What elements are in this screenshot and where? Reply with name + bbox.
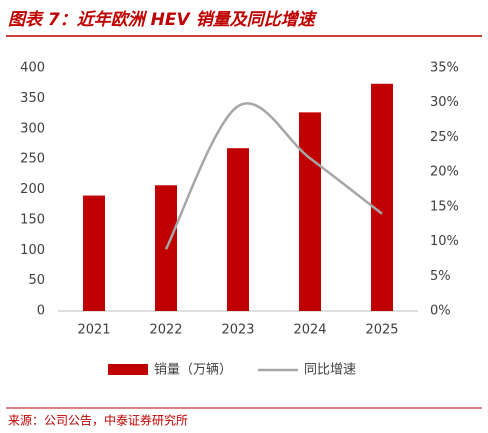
y2-tick-label: 10% bbox=[430, 234, 459, 249]
y-tick-label: 100 bbox=[20, 243, 45, 258]
y2-tick-label: 20% bbox=[430, 165, 459, 180]
source: 来源：公司公告，中泰证券研究所 bbox=[8, 413, 188, 428]
y-tick-label: 400 bbox=[20, 61, 45, 76]
bar bbox=[83, 195, 105, 311]
y2-tick-label: 15% bbox=[430, 199, 459, 214]
bar bbox=[227, 148, 249, 311]
y-tick-label: 150 bbox=[20, 212, 45, 227]
y2-tick-label: 25% bbox=[430, 130, 459, 145]
x-tick-label: 2024 bbox=[293, 323, 326, 338]
bar bbox=[299, 112, 321, 311]
y2-tick-label: 30% bbox=[430, 95, 459, 110]
y2-tick-label: 0% bbox=[430, 304, 451, 319]
chart-title: 图表 7：近年欧洲 HEV 销量及同比增速 bbox=[8, 10, 318, 30]
x-tick-label: 2021 bbox=[77, 323, 110, 338]
y2-tick-label: 5% bbox=[430, 269, 451, 284]
bar bbox=[371, 83, 393, 311]
y-tick-label: 0 bbox=[37, 304, 45, 319]
y-tick-label: 50 bbox=[28, 273, 45, 288]
x-tick-label: 2023 bbox=[221, 323, 254, 338]
y-tick-label: 350 bbox=[20, 91, 45, 106]
legend-swatch bbox=[108, 364, 148, 375]
y-tick-label: 250 bbox=[20, 152, 45, 167]
line bbox=[164, 102, 383, 250]
x-tick-label: 2022 bbox=[149, 323, 182, 338]
x-tick-label: 2025 bbox=[365, 323, 398, 338]
legend-label: 同比增速 bbox=[304, 363, 356, 378]
y-tick-label: 300 bbox=[20, 121, 45, 136]
y-tick-label: 200 bbox=[20, 182, 45, 197]
y2-tick-label: 35% bbox=[430, 61, 459, 76]
legend-label: 销量（万辆） bbox=[154, 363, 232, 378]
